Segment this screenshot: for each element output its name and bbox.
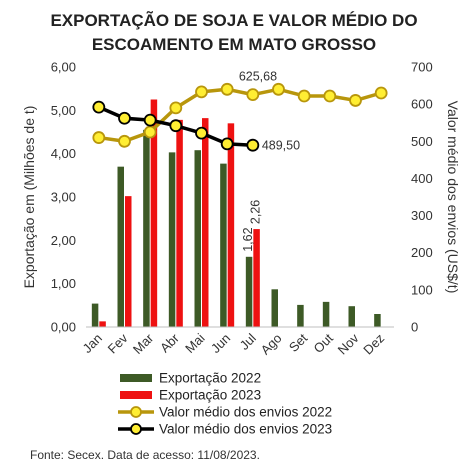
data-labels-group: 1,62 2,26 625,68 489,50 xyxy=(239,70,300,252)
point-valor-medio-dos-envios-2023-fev xyxy=(118,111,131,125)
y-tick-left: 2,00 xyxy=(51,233,76,248)
point-valor-medio-dos-envios-2023-mai xyxy=(195,126,208,140)
data-label-exportacao-2022: 1,62 xyxy=(241,227,255,251)
point-valor-medio-dos-envios-2023-mar xyxy=(143,113,157,127)
bar-exportacao-2023-jul xyxy=(253,229,260,327)
x-tick-abr: Abr xyxy=(157,330,182,355)
legend-swatch-exportacao-2022 xyxy=(120,374,152,382)
y-tick-right: 700 xyxy=(411,60,433,75)
x-tick-nov: Nov xyxy=(335,330,362,357)
x-tick-ago: Ago xyxy=(258,331,285,358)
x-tick-jan: Jan xyxy=(80,331,105,356)
y-tick-left: 4,00 xyxy=(51,146,76,161)
point-valor-medio-dos-envios-2022-mai xyxy=(195,85,208,99)
legend-label-exportacao-2022: Exportação 2022 xyxy=(159,371,261,386)
point-valor-medio-dos-envios-2022-nov xyxy=(349,94,362,107)
bar-exportacao-2022-fev xyxy=(117,166,124,327)
point-valor-medio-dos-envios-2022-jun xyxy=(220,82,234,96)
y-tick-right: 0 xyxy=(411,320,418,335)
bar-exportacao-2023-abr xyxy=(176,119,183,328)
x-tick-out: Out xyxy=(311,330,337,356)
bar-exportacao-2023-mai xyxy=(202,118,209,327)
y-tick-right: 600 xyxy=(411,97,433,112)
bar-exportacao-2022-abr xyxy=(168,152,176,327)
x-tick-jun: Jun xyxy=(208,331,233,356)
y-tick-right: 400 xyxy=(411,171,433,186)
bar-exportacao-2022-nov xyxy=(348,306,355,327)
chart-title-line1: EXPORTAÇÃO DE SOJA E VALOR MÉDIO DO xyxy=(50,10,417,30)
point-valor-medio-dos-envios-2022-set xyxy=(297,89,311,103)
bar-exportacao-2022-dez xyxy=(374,314,381,327)
data-label-valor-medio-dos-envios-2022: 625,68 xyxy=(239,70,277,84)
y-tick-left: 3,00 xyxy=(51,190,76,205)
data-label-valor-medio-dos-envios-2023: 489,50 xyxy=(262,139,300,153)
bar-exportacao-2022-jun xyxy=(220,163,227,327)
bar-exportacao-2023-jun xyxy=(227,123,235,327)
legend-marker-valor-medio-dos-envios-2023 xyxy=(130,423,142,435)
y-tick-right: 200 xyxy=(411,245,433,260)
bar-exportacao-2022-ago xyxy=(271,289,278,327)
x-tick-jul: Jul xyxy=(237,330,259,352)
point-valor-medio-dos-envios-2022-abr xyxy=(169,101,183,115)
legend: Exportação 2022 Exportação 2023 Valor médi… xyxy=(118,371,332,437)
y-tick-right: 100 xyxy=(411,282,433,297)
legend-label-valor-medio-dos-envios-2022: Valor médio dos envios 2022 xyxy=(159,405,332,420)
x-tick-fev: Fev xyxy=(105,330,131,356)
point-valor-medio-dos-envios-2022-dez xyxy=(374,86,388,100)
bars-group xyxy=(91,99,381,328)
source-note: Fonte: Secex. Data de acesso: 11/08/2023… xyxy=(30,448,260,462)
legend-label-exportacao-2023: Exportação 2023 xyxy=(159,388,261,403)
y-axis-label-left: Exportação em (Milhões de t) xyxy=(21,106,37,289)
point-valor-medio-dos-envios-2022-mar xyxy=(143,125,157,139)
axes-group: 0,00 1,00 2,00 3,00 4,00 5,00 6,00 0 100 200 300 40… xyxy=(21,60,461,358)
legend-swatch-exportacao-2023 xyxy=(120,391,152,399)
point-valor-medio-dos-envios-2023-jan xyxy=(92,100,106,114)
y-axis-label-right: Valor médio dos envios (US$/t) xyxy=(445,101,461,294)
data-label-exportacao-2023: 2,26 xyxy=(249,200,263,224)
point-valor-medio-dos-envios-2022-ago xyxy=(272,82,285,96)
y-tick-right: 300 xyxy=(411,208,433,223)
y-tick-left: 5,00 xyxy=(51,103,76,118)
line-valor-medio-dos-envios-2022 xyxy=(98,87,382,144)
bar-exportacao-2022-set xyxy=(297,304,304,327)
point-valor-medio-dos-envios-2023-abr xyxy=(169,119,183,133)
lines-group xyxy=(92,82,388,152)
y-tick-left: 0,00 xyxy=(51,320,76,335)
point-valor-medio-dos-envios-2022-fev xyxy=(118,134,131,148)
point-valor-medio-dos-envios-2023-jun xyxy=(220,137,234,151)
bar-exportacao-2023-mar xyxy=(150,99,158,327)
point-valor-medio-dos-envios-2022-jan xyxy=(92,131,106,144)
point-valor-medio-dos-envios-2022-out xyxy=(323,89,337,103)
bar-exportacao-2022-jul xyxy=(245,256,253,327)
bar-exportacao-2023-jan xyxy=(99,321,106,327)
y-tick-right: 500 xyxy=(411,134,433,149)
bar-exportacao-2022-out xyxy=(322,301,330,327)
point-valor-medio-dos-envios-2022-jul xyxy=(246,88,260,101)
point-valor-medio-dos-envios-2023-jul xyxy=(246,138,260,152)
x-tick-mar: Mar xyxy=(130,330,157,357)
chart-title-line2: ESCOAMENTO EM MATO GROSSO xyxy=(92,35,376,54)
bar-exportacao-2022-mar xyxy=(143,129,150,327)
bar-exportacao-2023-fev xyxy=(125,196,132,327)
bar-exportacao-2022-jan xyxy=(91,303,99,327)
y-tick-left: 6,00 xyxy=(51,60,76,75)
y-tick-left: 1,00 xyxy=(51,276,76,291)
bar-exportacao-2022-mai xyxy=(194,150,201,327)
legend-label-valor-medio-dos-envios-2023: Valor médio dos envios 2023 xyxy=(159,422,332,437)
x-tick-dez: Dez xyxy=(360,331,387,358)
legend-marker-valor-medio-dos-envios-2022 xyxy=(130,406,142,418)
x-tick-mai: Mai xyxy=(182,330,207,355)
x-tick-set: Set xyxy=(286,330,311,355)
